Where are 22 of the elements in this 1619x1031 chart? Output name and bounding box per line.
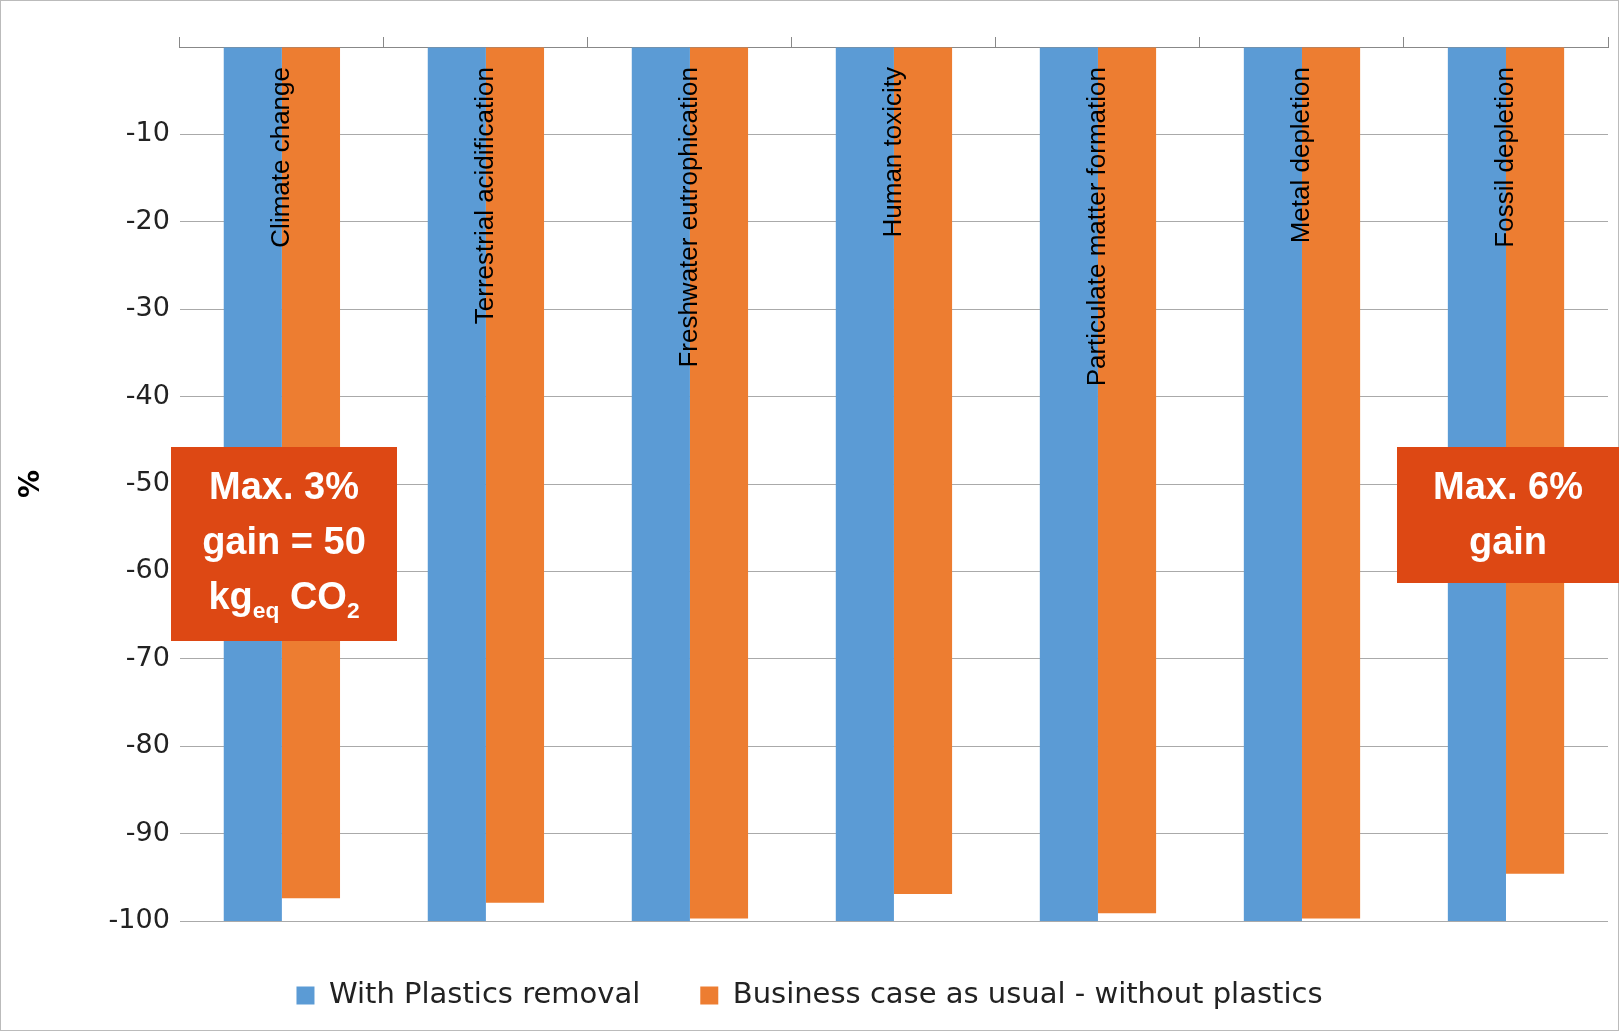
x-tick-label: Fossil depletion: [1489, 67, 1520, 248]
y-tick-label: -100: [108, 903, 170, 935]
y-tick-label: -30: [125, 291, 170, 323]
legend-label: With Plastics removal: [328, 976, 641, 1011]
y-axis-title: %: [13, 469, 47, 499]
y-tick-label: -10: [125, 116, 170, 148]
y-tick-label: -80: [125, 728, 170, 760]
y-tick-label: -90: [125, 815, 170, 847]
y-tick-label: -20: [125, 203, 170, 235]
x-tick-label: Terrestrial acidification: [469, 67, 500, 325]
x-tick-label: Particulate matter formation: [1081, 67, 1112, 387]
annotation: Max. 6% gain: [1397, 447, 1619, 583]
x-tick-label: Metal depletion: [1285, 67, 1316, 244]
annotation: Max. 3% gain = 50 kg$_{eq}$ CO$_{2}$: [171, 447, 397, 641]
x-tick-label: Human toxicity: [877, 67, 908, 238]
x-tick-label: Climate change: [265, 67, 296, 248]
legend-label: Business case as usual - without plastics: [732, 976, 1323, 1011]
x-tick-label: Freshwater eutrophication: [673, 67, 704, 368]
y-tick-label: -70: [125, 640, 170, 672]
y-tick-label: -40: [125, 378, 170, 410]
y-tick-label: -50: [125, 466, 170, 498]
y-tick-label: -60: [125, 553, 170, 585]
